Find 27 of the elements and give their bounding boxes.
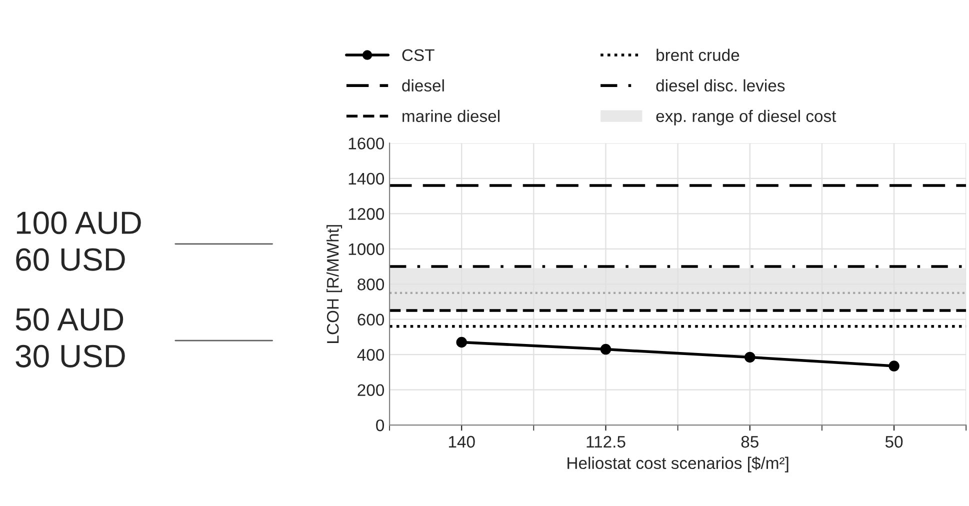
text: 50 AUD 30 USD	[16, 308, 125, 368]
y-tick-label: 1000	[348, 243, 384, 256]
text: 100 AUD 60 USD	[16, 211, 141, 271]
point	[888, 360, 900, 372]
x-tick-label: 140	[448, 436, 475, 448]
legend-label: diesel	[402, 79, 444, 92]
y-tick-label: 1200	[348, 208, 384, 220]
point	[456, 336, 467, 348]
y-tick-label: 1600	[348, 138, 384, 150]
x-tick-label: 85	[741, 436, 758, 448]
point	[744, 352, 756, 363]
x-axis-title: Heliostat cost scenarios [$/m²]	[568, 456, 788, 472]
y-tick-label: 400	[357, 348, 384, 361]
y-tick-label: 800	[358, 278, 384, 290]
y-tick-label: 600	[358, 314, 384, 326]
y-tick-label: 200	[358, 384, 384, 396]
y-axis-title: LCOH [R/MWht]	[326, 225, 342, 343]
legend-label: CST	[402, 49, 434, 62]
y-tick-label: 0	[376, 419, 384, 432]
point	[600, 344, 612, 355]
legend-label: marine diesel	[402, 110, 500, 122]
legend-label: exp. range of diesel cost	[656, 110, 836, 126]
legend-label: diesel disc. levies	[656, 79, 785, 92]
x-tick-label: 50	[885, 436, 903, 448]
y-tick-label: 1400	[348, 172, 384, 185]
legend-label: brent crude	[656, 48, 740, 62]
x-tick-label: 112.5	[586, 436, 626, 448]
